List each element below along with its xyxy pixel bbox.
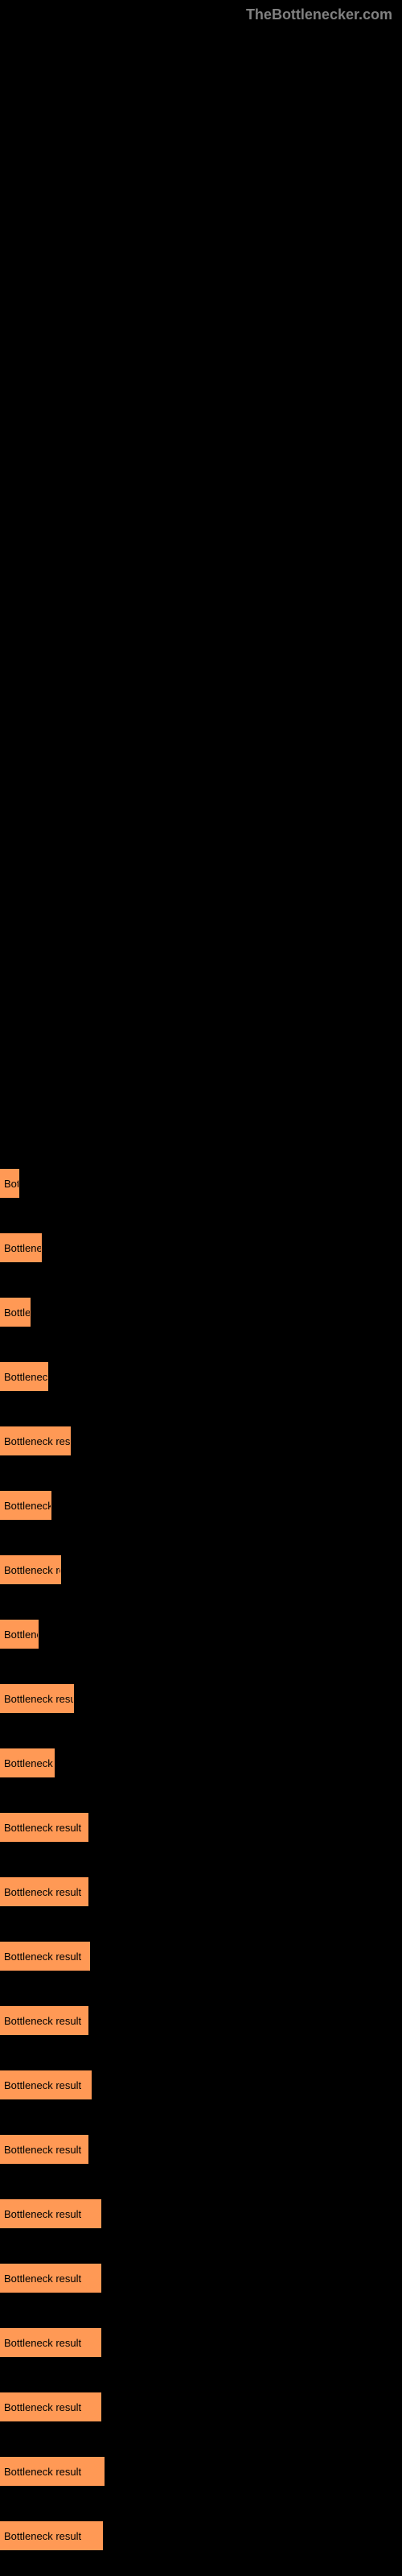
chart-bar: Bottleneck result [0, 1298, 31, 1327]
chart-row: Bottleneck result [0, 1795, 402, 1860]
chart-row: Bottleneck result [0, 1731, 402, 1795]
chart-bar: Bottleneck result [0, 1169, 19, 1198]
chart-bar: Bottleneck result [0, 2521, 103, 2550]
chart-row: Bottleneck result [0, 2310, 402, 2375]
chart-bar: Bottleneck result [0, 2006, 88, 2035]
chart-row: Bottleneck result [0, 2375, 402, 2439]
chart-row: Bottleneck result [0, 1666, 402, 1731]
chart-bar: Bottleneck result [0, 1491, 51, 1520]
chart-row: Bottleneck result [0, 1538, 402, 1602]
chart-row: Bottleneck result [0, 1988, 402, 2053]
chart-bar: Bottleneck result [0, 1813, 88, 1842]
chart-row: Bottleneck result [0, 1409, 402, 1473]
chart-bar: Bottleneck result [0, 2199, 101, 2228]
chart-bar: Bottleneck result [0, 2392, 101, 2421]
chart-bar: Bottleneck result [0, 1942, 90, 1971]
chart-row: Bottleneck result [0, 1344, 402, 1409]
chart-bar: Bottleneck result [0, 1748, 55, 1777]
chart-bar: Bottleneck result [0, 1362, 48, 1391]
chart-row: Bottleneck result [0, 1473, 402, 1538]
chart-bar: Bottleneck result [0, 2070, 92, 2099]
chart-bar: Bottleneck result [0, 1620, 39, 1649]
chart-bar: Bottleneck result [0, 2457, 105, 2486]
chart-bar: Bottleneck result [0, 1877, 88, 1906]
chart-bar: Bottleneck result [0, 1555, 61, 1584]
chart-row: Bottleneck result [0, 1151, 402, 1216]
chart-row: Bottleneck result [0, 1924, 402, 1988]
chart-row: Bottleneck result [0, 2117, 402, 2182]
chart-bar: Bottleneck result [0, 2135, 88, 2164]
chart-bar: Bottleneck result [0, 1426, 71, 1455]
chart-bar: Bottleneck result [0, 2264, 101, 2293]
chart-row: Bottleneck result [0, 2504, 402, 2568]
chart-row: Bottleneck result [0, 2053, 402, 2117]
chart-bar: Bottleneck result [0, 1684, 74, 1713]
bar-chart: Bottleneck result Bottleneck result Bottle… [0, 1151, 402, 2568]
chart-row: Bottleneck result [0, 2439, 402, 2504]
chart-bar: Bottleneck result [0, 2328, 101, 2357]
chart-row: Bottleneck result [0, 1216, 402, 1280]
chart-bar: Bottleneck result [0, 1233, 42, 1262]
watermark-text: TheBottlenecker.com [246, 6, 392, 23]
chart-row: Bottleneck result [0, 2246, 402, 2310]
chart-row: Bottleneck result [0, 1860, 402, 1924]
chart-row: Bottleneck result [0, 1602, 402, 1666]
chart-row: Bottleneck result [0, 2182, 402, 2246]
chart-row: Bottleneck result [0, 1280, 402, 1344]
